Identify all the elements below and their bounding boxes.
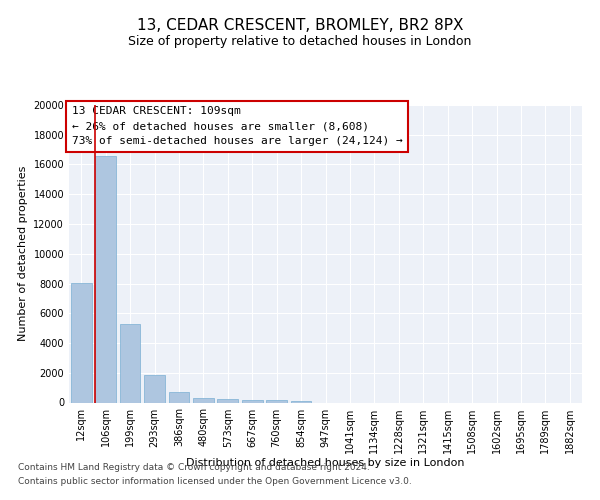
Bar <box>119 324 140 402</box>
Text: 13, CEDAR CRESCENT, BROMLEY, BR2 8PX: 13, CEDAR CRESCENT, BROMLEY, BR2 8PX <box>137 18 463 32</box>
X-axis label: Distribution of detached houses by size in London: Distribution of detached houses by size … <box>186 458 465 468</box>
Text: 13 CEDAR CRESCENT: 109sqm
← 26% of detached houses are smaller (8,608)
73% of se: 13 CEDAR CRESCENT: 109sqm ← 26% of detac… <box>71 106 403 146</box>
Bar <box>71 283 92 403</box>
Bar <box>266 400 287 402</box>
Bar <box>217 400 238 402</box>
Text: Contains public sector information licensed under the Open Government Licence v3: Contains public sector information licen… <box>18 477 412 486</box>
Bar <box>193 398 214 402</box>
Text: Size of property relative to detached houses in London: Size of property relative to detached ho… <box>128 35 472 48</box>
Bar <box>169 392 190 402</box>
Text: Contains HM Land Registry data © Crown copyright and database right 2024.: Contains HM Land Registry data © Crown c… <box>18 464 370 472</box>
Y-axis label: Number of detached properties: Number of detached properties <box>18 166 28 342</box>
Bar <box>242 400 263 402</box>
Bar <box>144 375 165 402</box>
Bar <box>95 156 116 402</box>
Bar <box>290 401 311 402</box>
